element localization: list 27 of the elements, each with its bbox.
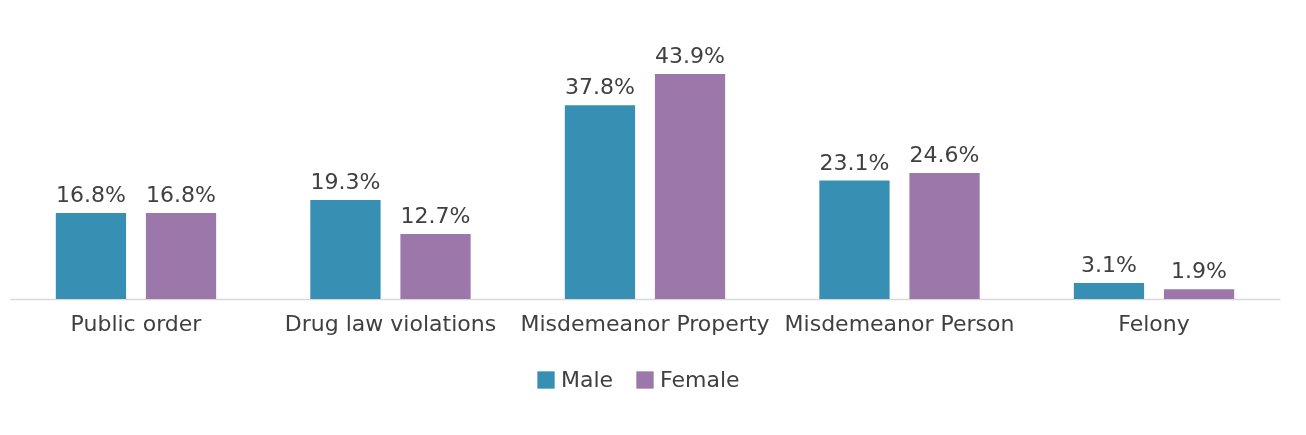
data-label: 19.3%: [310, 169, 381, 195]
x-tick-label: Misdemeanor Property: [520, 310, 770, 336]
bar: [55, 212, 127, 299]
data-label: 24.6%: [909, 141, 980, 167]
data-label: 3.1%: [1081, 252, 1137, 278]
bar: [145, 212, 217, 299]
data-label: 1.9%: [1171, 258, 1228, 284]
data-label: 16.8%: [56, 181, 126, 207]
bar: [564, 105, 636, 299]
bar: [819, 180, 890, 299]
x-tick-label: Public order: [70, 310, 203, 336]
data-label: 16.8%: [146, 181, 216, 207]
data-label: 12.7%: [400, 202, 471, 228]
legend-label: Male: [561, 367, 614, 392]
bar: [400, 233, 471, 299]
x-tick-label: Felony: [1118, 310, 1190, 336]
bar: [310, 200, 381, 299]
bar: [909, 172, 980, 299]
x-tick-label: Drug law violations: [284, 310, 497, 336]
bar: [1073, 283, 1145, 299]
data-label: 37.8%: [565, 74, 635, 100]
bar: [1163, 289, 1235, 299]
bar: [654, 74, 726, 299]
data-label: 43.9%: [655, 43, 725, 68]
data-label: 23.1%: [819, 149, 890, 175]
legend-label: Female: [660, 367, 740, 392]
x-tick-label: Misdemeanor Person: [784, 310, 1015, 336]
